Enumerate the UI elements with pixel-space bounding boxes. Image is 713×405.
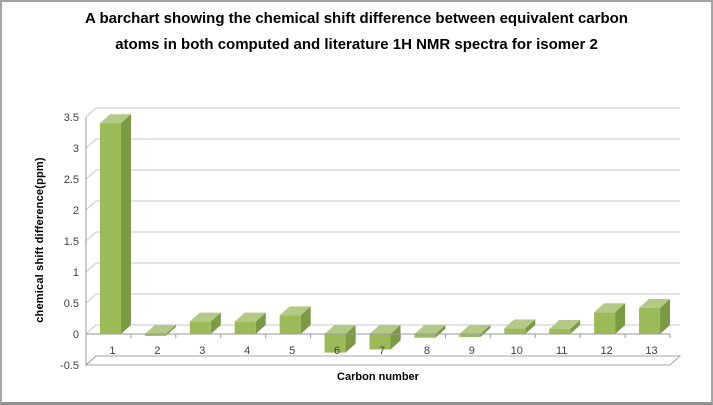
bar-carbon-10 xyxy=(504,319,536,334)
y-tick-label: 2.5 xyxy=(64,174,79,186)
y-tick-label: 1.5 xyxy=(64,236,79,248)
x-category-label: 3 xyxy=(199,345,205,357)
wall-connector-line xyxy=(85,324,97,335)
chart-floor xyxy=(84,355,682,366)
bar-carbon-6 xyxy=(324,325,356,353)
x-category-label: 12 xyxy=(600,345,612,357)
y-tick-label: 1 xyxy=(73,267,79,279)
x-category-label: 13 xyxy=(645,345,657,357)
x-category-label: 2 xyxy=(154,345,160,357)
wall-connector-line xyxy=(85,262,97,273)
x-category-label: 4 xyxy=(244,345,250,357)
bar-carbon-12 xyxy=(594,303,626,334)
bar-carbon-2 xyxy=(144,325,176,336)
bar-carbon-11 xyxy=(549,320,581,334)
wall-connector-line xyxy=(85,107,97,118)
bar-carbon-3 xyxy=(189,312,221,334)
bar-carbon-8 xyxy=(414,325,446,338)
bar-carbon-9 xyxy=(459,325,491,338)
wall-connector-line xyxy=(85,169,97,180)
y-tick-label: 0.5 xyxy=(64,298,79,310)
bar-carbon-13 xyxy=(639,298,671,334)
x-category-label: 11 xyxy=(556,345,567,357)
x-category-label: 6 xyxy=(334,345,340,357)
x-axis-title: Carbon number xyxy=(337,371,419,383)
wall-connector-line xyxy=(85,138,97,149)
x-category-label: 5 xyxy=(289,345,295,357)
x-category-label: 9 xyxy=(469,345,475,357)
bar-carbon-4 xyxy=(234,312,266,334)
x-category-label: 8 xyxy=(424,345,430,357)
y-tick-label: -0.5 xyxy=(60,360,79,372)
x-category-label: 1 xyxy=(109,345,115,357)
y-tick-label: 3.5 xyxy=(64,112,79,124)
x-category-label: 7 xyxy=(379,345,385,357)
y-tick-label: 3 xyxy=(73,143,79,155)
bar-carbon-5 xyxy=(279,306,311,334)
y-tick-label: 2 xyxy=(73,205,79,217)
x-category-label: 10 xyxy=(511,345,523,357)
bar-carbon-1 xyxy=(99,114,131,334)
wall-connector-line xyxy=(85,200,97,211)
y-tick-label: 0 xyxy=(73,329,79,341)
bar-carbon-7 xyxy=(369,325,401,350)
wall-connector-line xyxy=(85,231,97,242)
chart-title: A barchart showing the chemical shift di… xyxy=(85,10,628,53)
wall-connector-line xyxy=(85,293,97,304)
